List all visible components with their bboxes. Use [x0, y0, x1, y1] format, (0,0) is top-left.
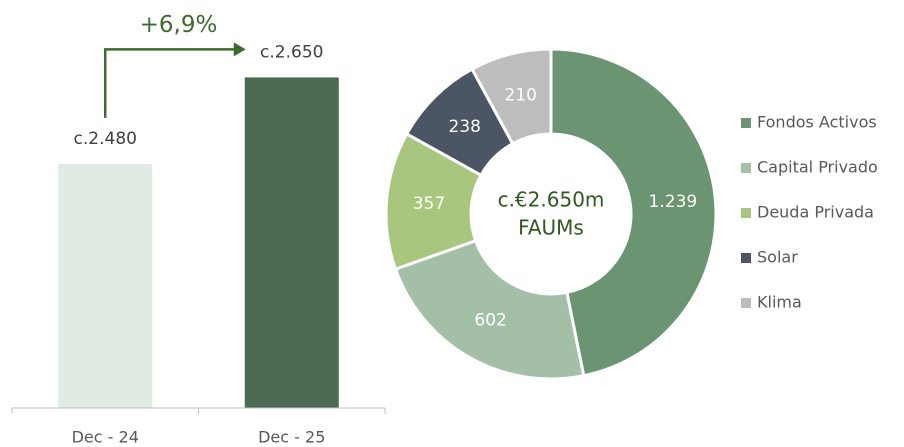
legend-swatch	[741, 163, 751, 173]
center-text: FAUMs	[518, 216, 584, 240]
bar	[244, 77, 339, 408]
value-label: 210	[505, 85, 537, 105]
legend-swatch	[741, 118, 751, 128]
x-tick-label: Dec - 25	[258, 428, 325, 447]
bar	[58, 163, 153, 408]
value-label: 602	[474, 311, 506, 331]
donut-segment	[393, 238, 586, 381]
donut-segment	[549, 47, 718, 378]
legend-swatch	[741, 298, 751, 308]
legend-swatch	[741, 208, 751, 218]
legend-label: Solar	[757, 248, 798, 267]
annotation: +6,9%	[140, 12, 218, 38]
arrow-head	[233, 42, 246, 57]
legend-label: Capital Privado	[757, 158, 878, 177]
value-label: 238	[449, 117, 481, 137]
legend-label: Deuda Privada	[757, 203, 874, 222]
value-label: 1.239	[649, 192, 698, 212]
growth-arrow	[104, 48, 236, 118]
donut-segment	[470, 47, 553, 146]
center-text: c.€2.650m	[498, 188, 605, 212]
x-tick-label: Dec - 24	[72, 428, 139, 447]
legend-label: Fondos Activos	[757, 113, 877, 132]
value-label: c.2.650	[260, 42, 323, 62]
value-label: 357	[413, 194, 445, 214]
legend-swatch	[741, 253, 751, 263]
legend-label: Klima	[757, 293, 802, 312]
value-label: c.2.480	[74, 129, 137, 149]
